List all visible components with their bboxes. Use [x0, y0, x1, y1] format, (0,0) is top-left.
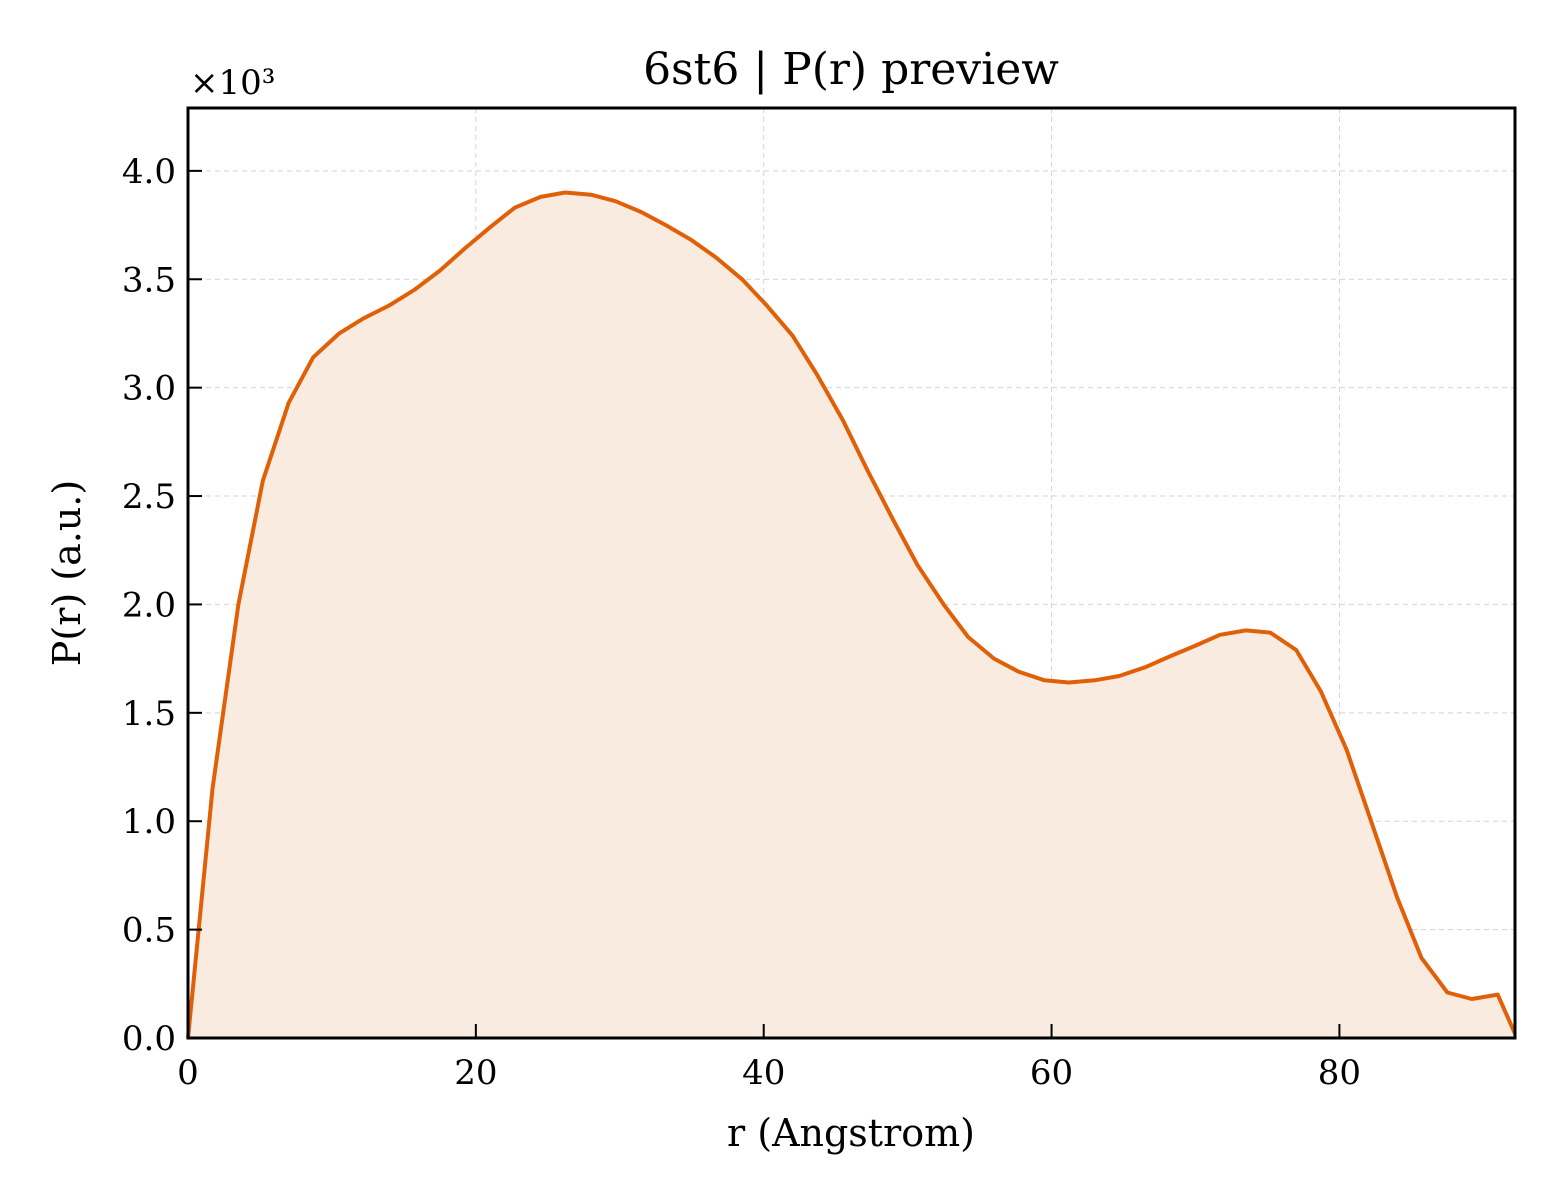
y-tick-label: 3.5 [122, 260, 176, 300]
x-tick-label: 20 [454, 1053, 497, 1093]
y-tick-label: 0.0 [122, 1019, 176, 1059]
y-tick-label: 2.0 [122, 585, 176, 625]
y-tick-label: 2.5 [122, 477, 176, 517]
y-tick-label: 1.5 [122, 694, 176, 734]
area-fill [188, 192, 1515, 1038]
y-tick-label: 3.0 [122, 369, 176, 409]
chart-title: 6st6 | P(r) preview [643, 44, 1059, 95]
series-line [186, 190, 1517, 1039]
y-multiplier-label: ×10³ [190, 63, 275, 103]
y-tick-label: 4.0 [122, 152, 176, 192]
x-axis: 0 20 40 60 80 [177, 1024, 1361, 1093]
y-axis-label: P(r) (a.u.) [45, 480, 89, 666]
x-tick-label: 60 [1030, 1053, 1073, 1093]
x-axis-label: r (Angstrom) [727, 1111, 975, 1155]
y-tick-label: 0.5 [122, 911, 176, 951]
y-tick-label: 1.0 [122, 802, 176, 842]
y-axis: 0.0 0.5 1.0 1.5 2.0 2.5 3.0 3.5 4.0 [122, 152, 202, 1059]
plot-frame [186, 106, 1517, 1040]
x-tick-label: 40 [742, 1053, 785, 1093]
x-tick-label: 0 [177, 1053, 199, 1093]
x-tick-label: 80 [1318, 1053, 1361, 1093]
